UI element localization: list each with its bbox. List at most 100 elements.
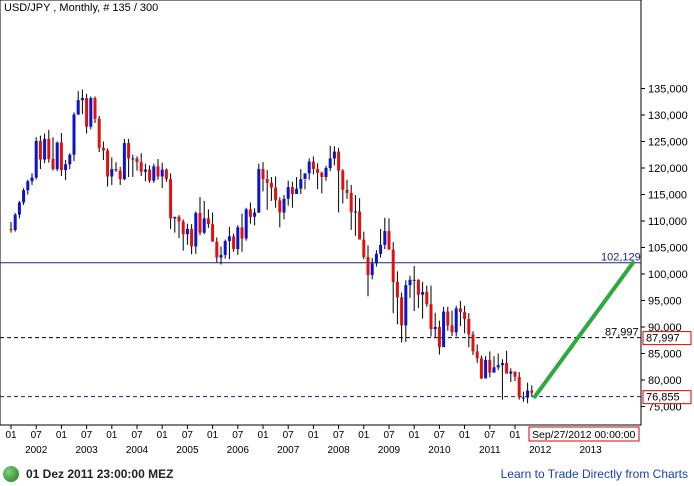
candle-body (458, 308, 462, 313)
candle (500, 359, 504, 400)
candle (311, 156, 315, 175)
x-month-label: 07 (182, 430, 194, 441)
candle (467, 313, 471, 348)
x-year-label: 2007 (277, 445, 300, 456)
x-month-label: 01 (409, 430, 421, 441)
candle (114, 162, 118, 172)
candlesticks (9, 89, 534, 404)
candle-body (51, 158, 55, 170)
candle (475, 344, 479, 364)
x-year-label: 2005 (176, 445, 199, 456)
candle (379, 228, 383, 258)
candle-body (169, 179, 173, 219)
price-marker-box (642, 390, 692, 405)
x-month-label: 01 (157, 430, 169, 441)
candle-body (68, 154, 72, 165)
value-labels: 102,129 87,997 87,997 76,855 Sep/27/2012 00:… (528, 252, 692, 442)
candle (454, 305, 458, 337)
status-indicator-icon (3, 466, 19, 482)
x-month-label: 07 (81, 430, 93, 441)
candle-body (332, 151, 336, 159)
candle (286, 180, 290, 206)
y-tick-label: 100,000 (648, 269, 688, 281)
candle (164, 168, 168, 182)
candle (30, 173, 34, 185)
candle (143, 163, 147, 182)
candle-body (190, 228, 194, 247)
x-month-label: 01 (509, 430, 521, 441)
candle-body (509, 371, 513, 374)
candle-body (274, 187, 278, 201)
candle (64, 160, 68, 181)
candle (156, 158, 160, 180)
candle (433, 312, 437, 338)
candle (261, 162, 265, 192)
candle (122, 138, 126, 181)
candle (135, 156, 139, 171)
candle-body (232, 236, 236, 250)
candle-body (450, 325, 454, 333)
candle-body (408, 279, 412, 286)
projection-line (532, 260, 635, 399)
candle-body (211, 224, 215, 242)
candle-body (244, 209, 248, 239)
candle (400, 292, 404, 343)
candle (185, 223, 189, 245)
candle-body (286, 187, 290, 199)
x-year-label: 2009 (378, 445, 401, 456)
x-month-label: 01 (5, 430, 17, 441)
candle (190, 224, 194, 255)
candle (118, 166, 122, 185)
candle-body (89, 98, 93, 127)
candle-body (135, 158, 139, 163)
candle-body (400, 297, 404, 326)
x-year-label: 2013 (579, 445, 602, 456)
candle-body (421, 292, 425, 295)
candle (85, 93, 89, 134)
learn-to-trade-link[interactable]: Learn to Trade Directly from Charts (500, 467, 688, 481)
y-tick-label: 125,000 (648, 137, 688, 149)
candle-body (395, 281, 399, 298)
candle (101, 141, 105, 161)
candle-body (295, 188, 299, 194)
candle-body (370, 263, 374, 276)
candle-body (139, 162, 143, 172)
candle (437, 320, 441, 355)
candle-body (80, 98, 84, 101)
x-month-label: 07 (383, 430, 395, 441)
candle-body (164, 169, 168, 180)
x-month-label: 01 (358, 430, 370, 441)
candle-body (236, 227, 240, 250)
candle-body (391, 249, 395, 282)
y-tick-label: 90,000 (648, 322, 682, 334)
candle-body (173, 216, 177, 219)
x-year-label: 2010 (428, 445, 451, 456)
candle (244, 207, 248, 241)
candle (139, 153, 143, 176)
candle-body (261, 169, 265, 180)
candle (173, 216, 177, 233)
candle (471, 331, 475, 356)
candle-body (76, 100, 80, 115)
candle-body (337, 151, 341, 171)
price-chart[interactable]: 135,000 130,000 125,000 120,000 115,000 110,0… (0, 0, 694, 462)
candle-body (9, 228, 13, 231)
candle (47, 129, 51, 163)
candle-body (93, 98, 97, 119)
candle-body (278, 200, 282, 213)
x-month-label: 07 (434, 430, 446, 441)
candle-body (248, 209, 252, 217)
candle (404, 280, 408, 342)
candle (463, 305, 467, 334)
candle-body (521, 397, 525, 399)
candle-body (72, 114, 76, 155)
candle (442, 306, 446, 348)
cursor-date-label: Sep/27/2012 00:00:00 (532, 429, 636, 441)
candle (177, 215, 181, 238)
candle (219, 246, 223, 265)
x-year-label: 2011 (479, 445, 501, 456)
candle (299, 169, 303, 194)
candle (181, 219, 185, 251)
candle (492, 356, 496, 373)
candle (303, 173, 307, 190)
